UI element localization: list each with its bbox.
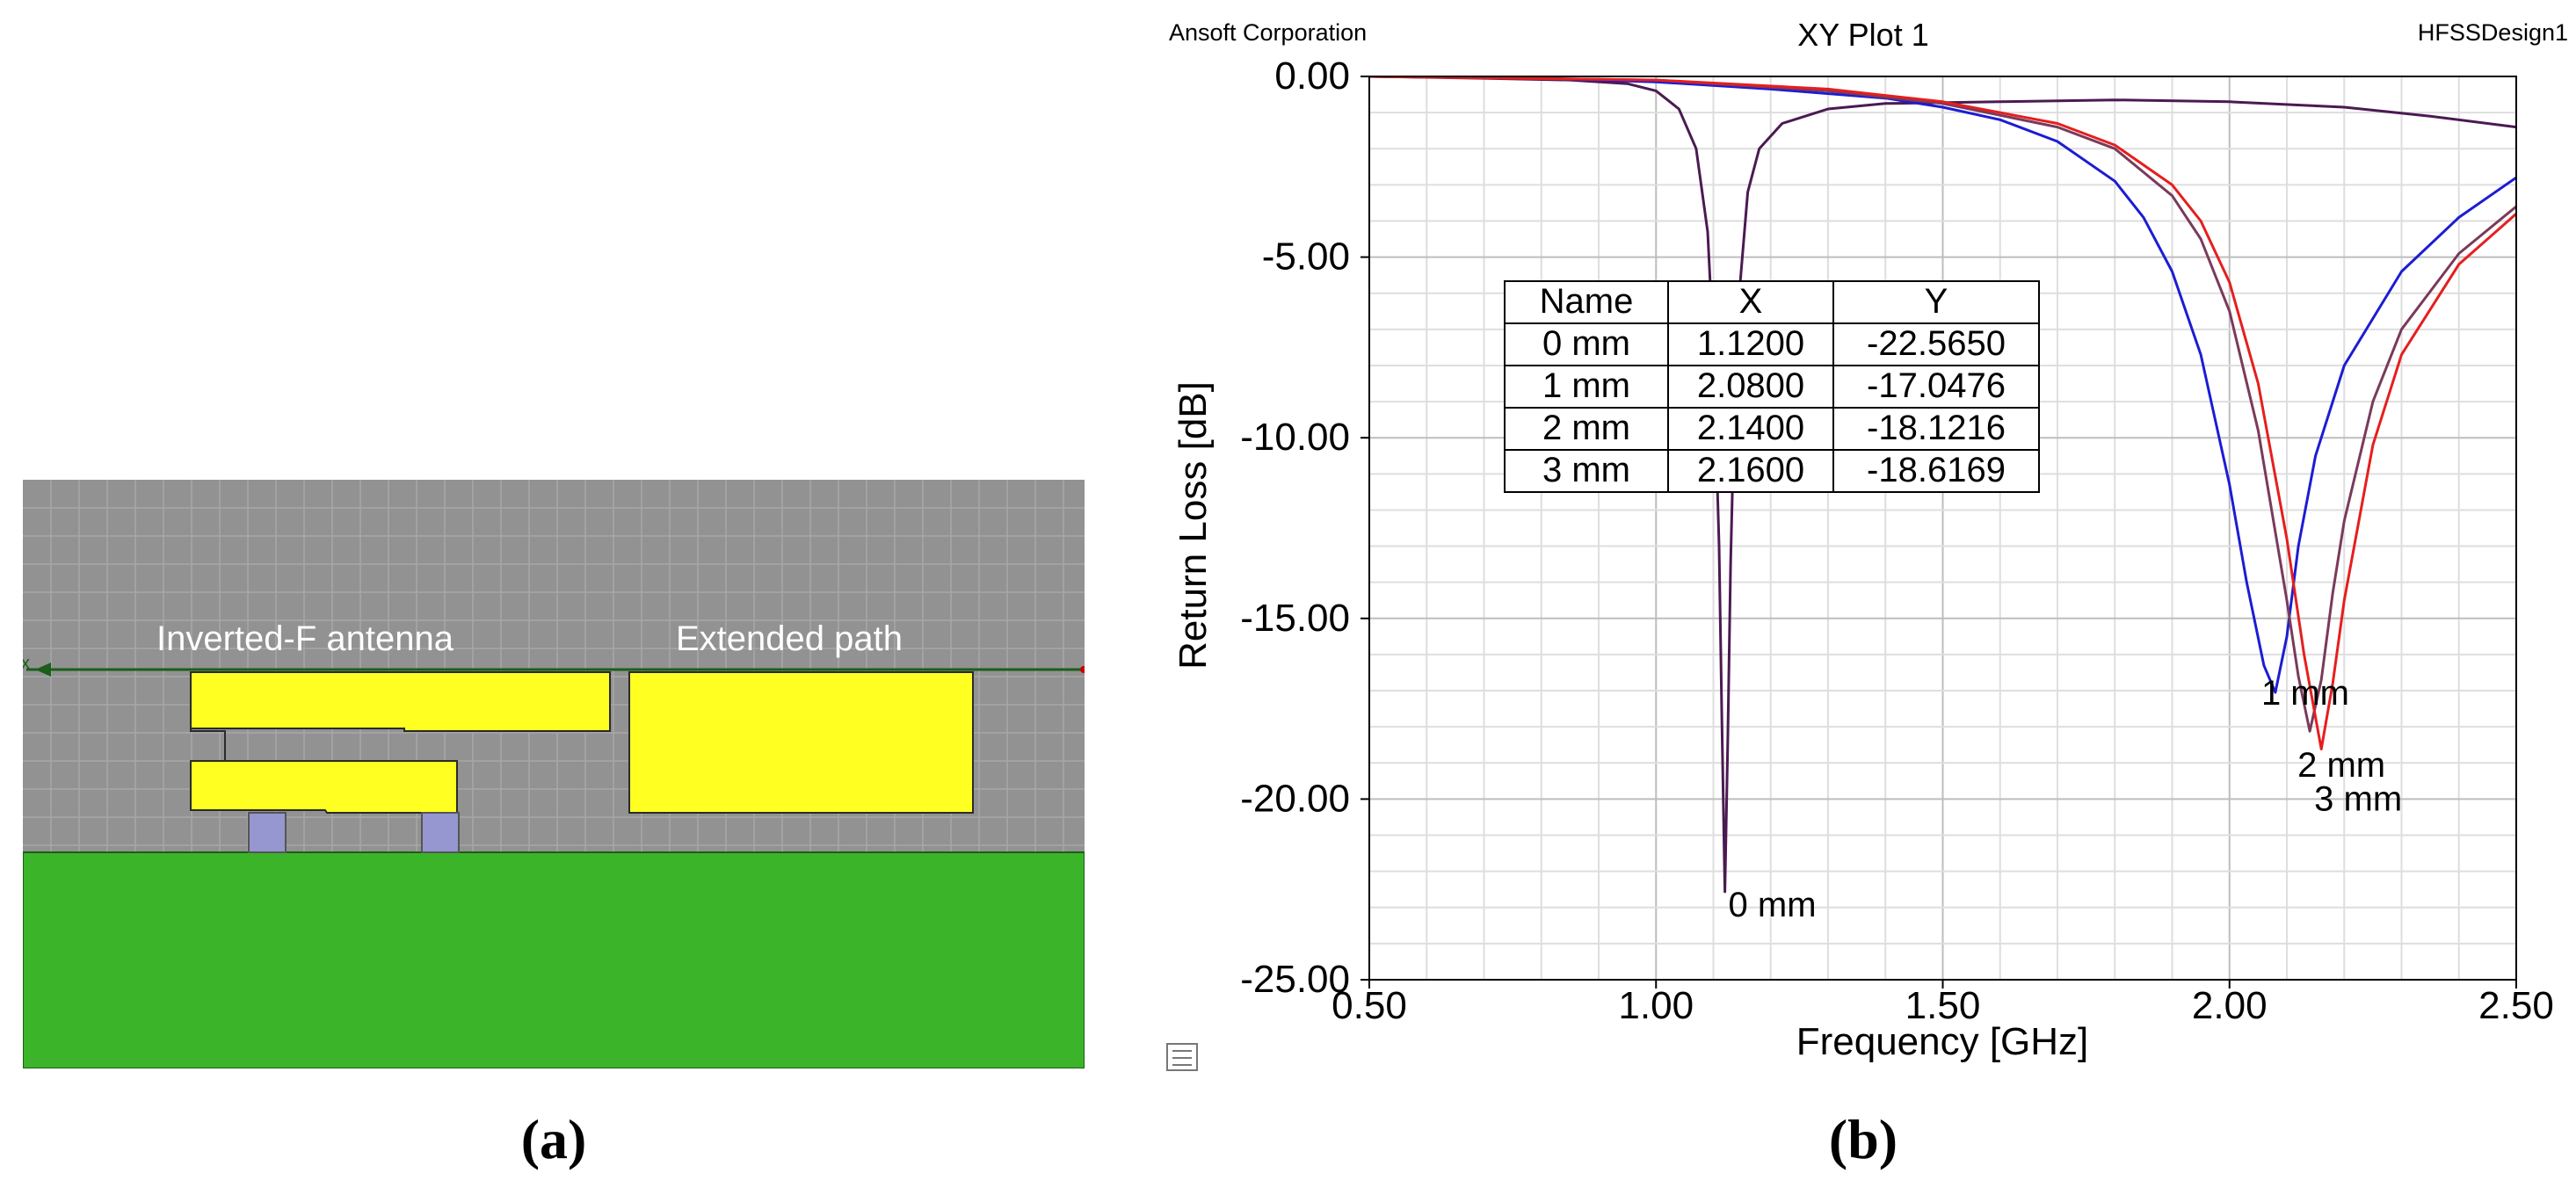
- y-tick-label: -20.00: [1240, 777, 1350, 820]
- plot-grid: [1369, 76, 2516, 980]
- feed-pin: [248, 812, 287, 853]
- table-cell: 2 mm: [1542, 409, 1630, 447]
- antenna-layout-panel: x Inverted-F antenna Extended path (a): [21, 480, 1085, 1170]
- curve-label: 3 mm: [2314, 780, 2402, 819]
- y-tick-label: -15.00: [1240, 597, 1350, 640]
- header-right-text: HFSSDesign1: [2418, 19, 2568, 46]
- axis-end-marker: [1080, 666, 1085, 673]
- table-cell: -18.1216: [1867, 409, 2006, 447]
- curve-label: 0 mm: [1729, 886, 1817, 924]
- x-tick-label: 0.50: [1332, 984, 1407, 1027]
- x-tick-label: 1.00: [1618, 984, 1694, 1027]
- y-tick-label: 0.00: [1274, 54, 1350, 98]
- plot-series: [1369, 76, 2516, 894]
- series-line-0-mm: [1369, 76, 2516, 894]
- series-line-1-mm: [1369, 76, 2516, 694]
- y-tick-label: -25.00: [1240, 958, 1350, 1001]
- inverted-f-conductor: [190, 671, 611, 814]
- table-header-cell: Name: [1540, 282, 1634, 321]
- x-tick-label: 2.50: [2478, 984, 2554, 1027]
- return-loss-chart: Ansoft Corporation XY Plot 1 HFSSDesign1…: [1166, 17, 2568, 1170]
- header-left-text: Ansoft Corporation: [1169, 19, 1367, 46]
- table-cell: 1.1200: [1697, 324, 1804, 363]
- x-axis-arrowhead: [35, 663, 51, 677]
- table-header-cell: Y: [1925, 282, 1948, 321]
- panel-a-label: (a): [521, 1108, 587, 1170]
- table-cell: -22.5650: [1867, 324, 2006, 363]
- series-line-3-mm: [1369, 76, 2516, 750]
- x-tick-label: 2.00: [2192, 984, 2268, 1027]
- table-cell: 2.1400: [1697, 409, 1804, 447]
- curve-labels: 0 mm 1 mm 2 mm3 mm: [1729, 674, 2403, 924]
- table-cell: 2.0800: [1697, 366, 1804, 405]
- x-tick-label: 1.50: [1905, 984, 1981, 1027]
- x-axis-label: Frequency [GHz]: [1796, 1020, 2089, 1063]
- ground-plane: [23, 851, 1085, 1068]
- extended-path-conductor: [628, 671, 974, 814]
- chart-title: XY Plot 1: [1797, 17, 1928, 53]
- table-cell: 3 mm: [1542, 451, 1630, 489]
- corner-icon: [1166, 1043, 1198, 1071]
- table-header-cell: X: [1739, 282, 1763, 321]
- table-cell: -17.0476: [1867, 366, 2006, 405]
- table-cell: 2.1600: [1697, 451, 1804, 489]
- x-axis-marker-label: x: [21, 654, 30, 673]
- series-line-2-mm: [1369, 76, 2516, 733]
- curve-label: 2 mm: [2297, 746, 2385, 785]
- table-cell: 0 mm: [1542, 324, 1630, 363]
- inverted-f-label: Inverted-F antenna: [156, 619, 454, 658]
- table-cell: -18.6169: [1867, 451, 2006, 489]
- marker-table: Name X Y 0 mm 1.1200 -22.5650 1 mm 2.0800 -17.04…: [1504, 280, 2040, 493]
- marker-table-frame: [1504, 280, 2040, 493]
- y-tick-label: -10.00: [1240, 416, 1350, 459]
- y-axis-label: Return Loss [dB]: [1172, 381, 1215, 670]
- y-tick-label: -5.00: [1262, 235, 1350, 279]
- extended-path-label: Extended path: [676, 619, 903, 658]
- short-pin: [421, 812, 460, 853]
- curve-label: 1 mm: [2261, 674, 2349, 713]
- table-cell: 1 mm: [1542, 366, 1630, 405]
- axis-ticks: 0.00 -5.00 -10.00 -15.00 -20.00 -25.000.50 1.0…: [1240, 54, 2554, 1027]
- panel-b-label: (b): [1829, 1108, 1898, 1170]
